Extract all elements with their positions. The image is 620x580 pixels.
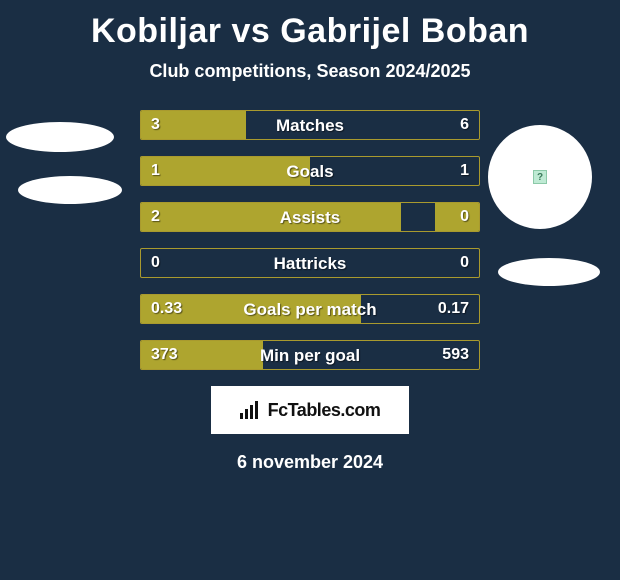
footer-badge[interactable]: FcTables.com [211,386,409,434]
stat-row: 11Goals [140,156,480,186]
stat-row: 36Matches [140,110,480,140]
stat-label: Assists [141,208,479,228]
avatar: ? [488,125,592,229]
stat-label: Goals [141,162,479,182]
decorative-ellipse [18,176,122,204]
stat-row: 0.330.17Goals per match [140,294,480,324]
stat-row: 00Hattricks [140,248,480,278]
stat-label: Min per goal [141,346,479,366]
comparison-card: Kobiljar vs Gabrijel Boban Club competit… [0,0,620,580]
stat-label: Goals per match [141,300,479,320]
stats-block: 36Matches 11Goals 20Assists 00Hattricks 0.33… [140,110,480,370]
decorative-ellipse [498,258,600,286]
stat-row: 20Assists [140,202,480,232]
stat-row: 373593Min per goal [140,340,480,370]
footer-badge-text: FcTables.com [268,400,381,421]
stat-label: Matches [141,116,479,136]
footer-date: 6 november 2024 [0,452,620,473]
decorative-ellipse [6,122,114,152]
bars-icon [240,401,262,419]
avatar-placeholder-icon: ? [533,170,547,184]
stat-label: Hattricks [141,254,479,274]
page-title: Kobiljar vs Gabrijel Boban [0,0,620,51]
page-subtitle: Club competitions, Season 2024/2025 [0,61,620,82]
